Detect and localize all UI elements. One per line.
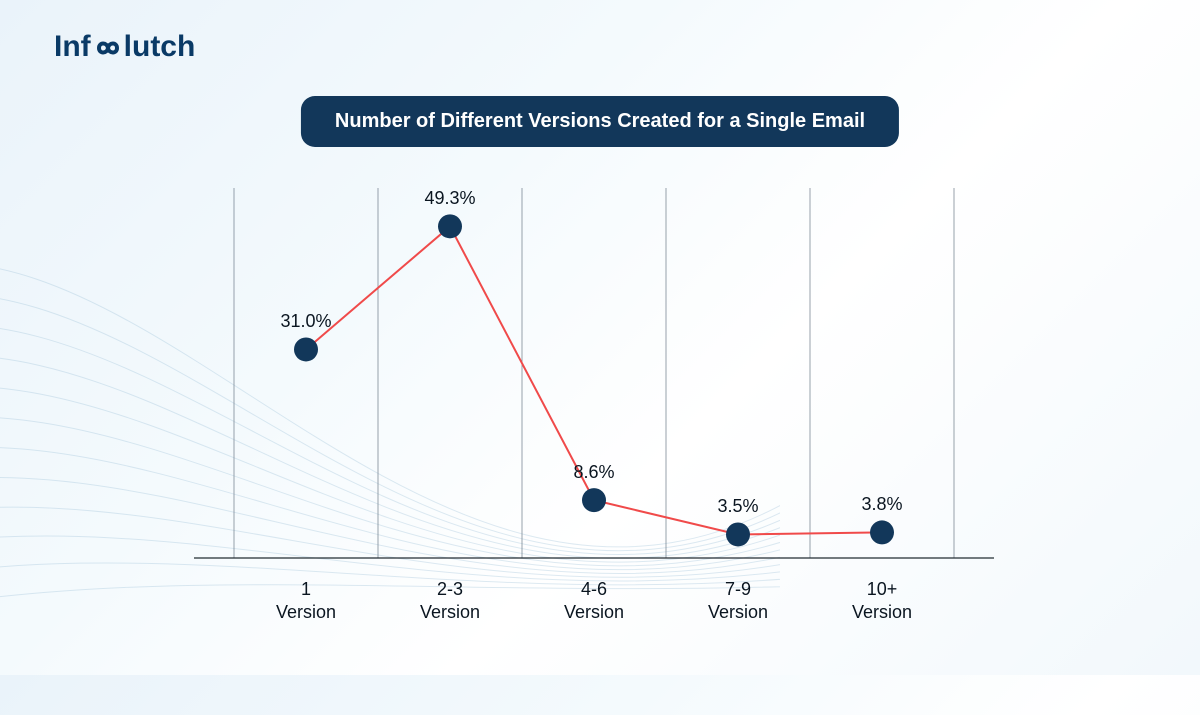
- chart-canvas: [234, 188, 954, 558]
- x-axis-label: 4-6Version: [522, 578, 666, 625]
- x-axis-label: 10+Version: [810, 578, 954, 625]
- data-point-label: 31.0%: [280, 311, 331, 332]
- x-axis-label: 2-3Version: [378, 578, 522, 625]
- data-point-label: 49.3%: [424, 188, 475, 209]
- data-point-label: 3.5%: [717, 496, 758, 517]
- x-axis-labels: 1Version2-3Version4-6Version7-9Version10…: [234, 578, 954, 625]
- data-point-label: 8.6%: [573, 462, 614, 483]
- infinity-icon: [90, 37, 126, 59]
- brand-text-head: Inf: [54, 30, 91, 63]
- chart-title-text: Number of Different Versions Created for…: [335, 110, 865, 132]
- brand-text-tail: lutch: [124, 30, 196, 63]
- x-axis-label: 7-9Version: [666, 578, 810, 625]
- chart-title: Number of Different Versions Created for…: [301, 96, 899, 147]
- line-chart: 31.0% 49.3% 8.6% 3.5% 3.8%: [234, 188, 954, 558]
- brand-logo: Inf lutch: [54, 30, 195, 64]
- x-axis-label: 1Version: [234, 578, 378, 625]
- data-point-label: 3.8%: [861, 494, 902, 515]
